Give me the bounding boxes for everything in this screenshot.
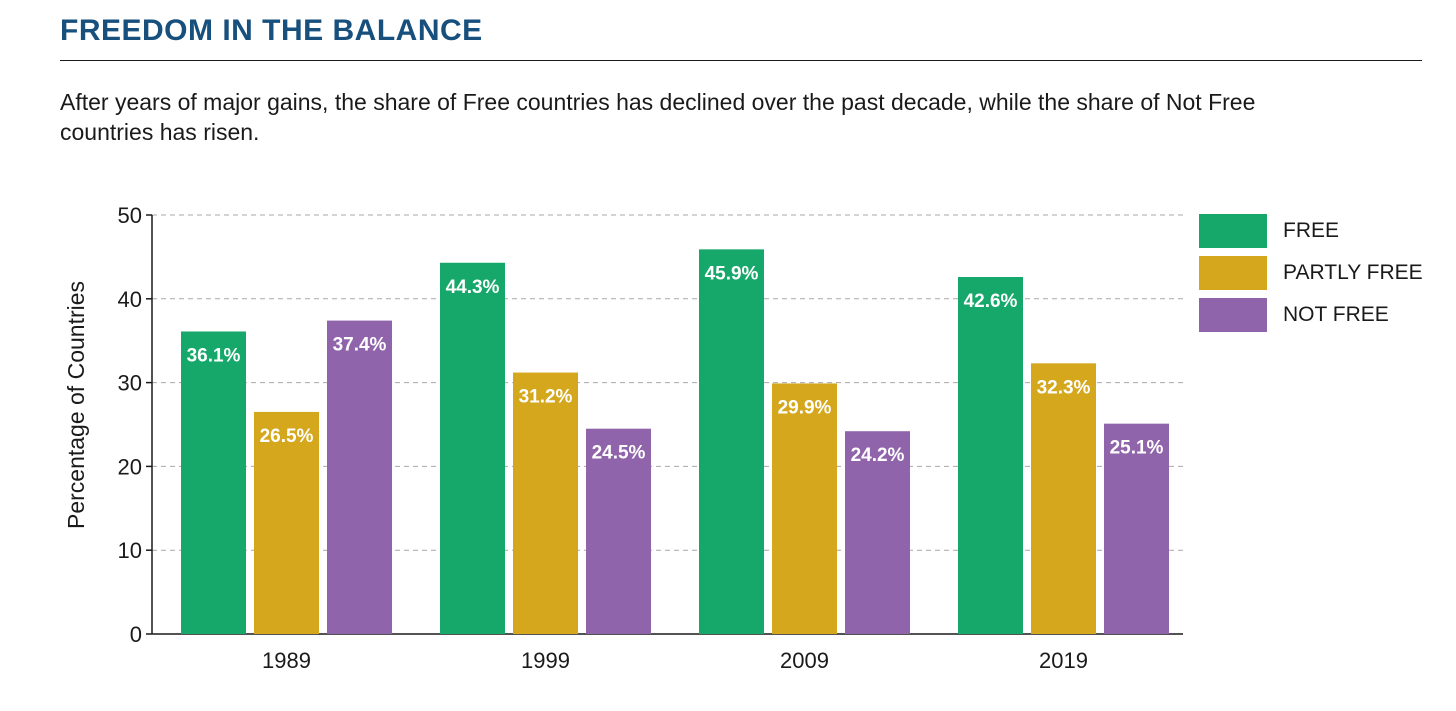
bars	[181, 249, 1169, 634]
legend-swatch-not-free	[1199, 298, 1267, 332]
page-title: FREEDOM IN THE BALANCE	[60, 14, 483, 47]
bar-partly-free-2009	[772, 383, 837, 634]
data-label: 26.5%	[260, 426, 314, 447]
data-label: 24.2%	[851, 445, 905, 466]
bar-not-free-2009	[845, 431, 910, 634]
bar-free-2019	[958, 277, 1023, 634]
y-axis-label: Percentage of Countries	[63, 281, 89, 529]
legend-label-not-free: NOT FREE	[1283, 303, 1389, 326]
y-tick-label: 50	[118, 203, 142, 228]
legend-item-free: FREE	[1199, 214, 1423, 248]
bar-free-1999	[440, 262, 505, 634]
bar-not-free-1989	[327, 320, 392, 634]
bar-partly-free-1989	[254, 411, 319, 634]
title-divider	[60, 60, 1422, 61]
legend-label-free: FREE	[1283, 219, 1340, 242]
legend-label-partly-free: PARTLY FREE	[1283, 261, 1423, 284]
data-label: 31.2%	[519, 387, 573, 408]
data-label: 25.1%	[1110, 438, 1164, 459]
data-label: 45.9%	[705, 263, 759, 284]
x-tick-label: 1999	[521, 648, 570, 673]
y-tick-label: 40	[118, 287, 142, 312]
data-labels: 36.1% 26.5% 37.4% 44.3% 31.2% 24.5% 45.9% 29.9%…	[187, 263, 1164, 466]
chart-subtitle: After years of major gains, the share of…	[60, 89, 1256, 145]
y-tick-label: 20	[118, 454, 142, 479]
bar-free-2009	[699, 249, 764, 634]
legend-swatch-partly-free	[1199, 256, 1267, 290]
y-tick-label: 0	[130, 622, 142, 647]
x-tick-label: 2009	[780, 648, 829, 673]
tick-labels: 0 10 20 30 40 50 1989 1999 2009 2019	[118, 203, 1088, 673]
legend-swatch-free	[1199, 214, 1267, 248]
data-label: 24.5%	[592, 443, 646, 464]
y-tick-label: 10	[118, 538, 142, 563]
data-label: 42.6%	[964, 291, 1018, 312]
data-label: 32.3%	[1037, 377, 1091, 398]
data-label: 37.4%	[333, 335, 387, 356]
data-label: 36.1%	[187, 345, 241, 366]
bar-not-free-2019	[1104, 423, 1169, 634]
data-label: 44.3%	[446, 277, 500, 298]
bar-not-free-1999	[586, 428, 651, 634]
legend-item-not-free: NOT FREE	[1199, 298, 1423, 332]
data-label: 29.9%	[778, 397, 832, 418]
y-tick-label: 30	[118, 371, 142, 396]
legend: FREE PARTLY FREE NOT FREE	[1199, 214, 1423, 340]
bar-free-1989	[181, 331, 246, 634]
legend-item-partly-free: PARTLY FREE	[1199, 256, 1423, 290]
bar-partly-free-2019	[1031, 363, 1096, 634]
x-tick-label: 1989	[262, 648, 311, 673]
bar-partly-free-1999	[513, 372, 578, 634]
x-tick-label: 2019	[1039, 648, 1088, 673]
